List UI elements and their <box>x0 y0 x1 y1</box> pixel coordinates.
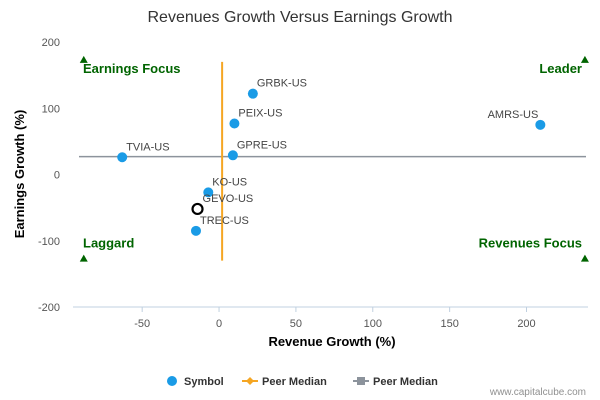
legend-symbol-icon <box>167 376 177 386</box>
x-axis-title: Revenue Growth (%) <box>268 334 395 349</box>
legend-square-icon <box>357 377 365 385</box>
highlight-point <box>191 202 204 216</box>
x-tick-label: 0 <box>216 318 222 330</box>
legend-item-label: Peer Median <box>262 376 327 388</box>
data-point-label: PEIX-US <box>238 107 282 119</box>
y-tick-label: -200 <box>38 302 60 314</box>
data-point-label: AMRS-US <box>488 109 539 121</box>
data-point-label: TREC-US <box>200 215 249 227</box>
data-point <box>203 187 214 198</box>
legend-diamond-icon <box>246 377 254 385</box>
data-point-label: GRBK-US <box>257 78 307 90</box>
y-tick-label: 100 <box>42 103 60 115</box>
quadrant-label: Revenues Focus <box>479 235 582 250</box>
chart-title: Revenues Growth Versus Earnings Growth <box>147 9 452 26</box>
plot-area: -50 0 50 100 150 200 -200 -100 0 100 200 Earnings F… <box>38 37 589 330</box>
quadrant-label: Earnings Focus <box>83 61 181 76</box>
quadrant-label: Leader <box>539 61 582 76</box>
y-axis-title: Earnings Growth (%) <box>12 110 27 239</box>
highlight-point-label: GEVO-US <box>203 193 254 205</box>
quadrant-triangle-icon <box>580 55 589 63</box>
data-point <box>227 150 238 161</box>
data-point-label: TVIA-US <box>126 141 169 153</box>
data-point <box>247 88 258 99</box>
legend-item-label: Symbol <box>184 376 224 388</box>
quadrant-triangle-icon <box>580 254 589 262</box>
quadrant-triangle-icon <box>79 55 88 63</box>
quadrant-triangle-icon <box>79 254 88 262</box>
x-tick-label: 200 <box>517 318 535 330</box>
quadrant-label: Laggard <box>83 235 134 250</box>
x-tick-label: -50 <box>134 318 150 330</box>
data-point <box>535 119 546 130</box>
data-point-label: KO-US <box>212 176 247 188</box>
data-point <box>229 118 240 129</box>
data-point <box>117 152 128 163</box>
x-tick-label: 150 <box>440 318 458 330</box>
legend: Symbol Peer Median Peer Median <box>167 376 438 388</box>
legend-item-label: Peer Median <box>373 376 438 388</box>
x-tick-label: 50 <box>290 318 302 330</box>
y-tick-label: 200 <box>42 37 60 49</box>
credit-text: www.capitalcube.com <box>489 387 586 398</box>
data-point-label: GPRE-US <box>237 139 287 151</box>
y-tick-label: 0 <box>54 170 60 182</box>
x-tick-label: 100 <box>364 318 382 330</box>
data-point <box>190 225 201 236</box>
y-tick-label: -100 <box>38 236 60 248</box>
